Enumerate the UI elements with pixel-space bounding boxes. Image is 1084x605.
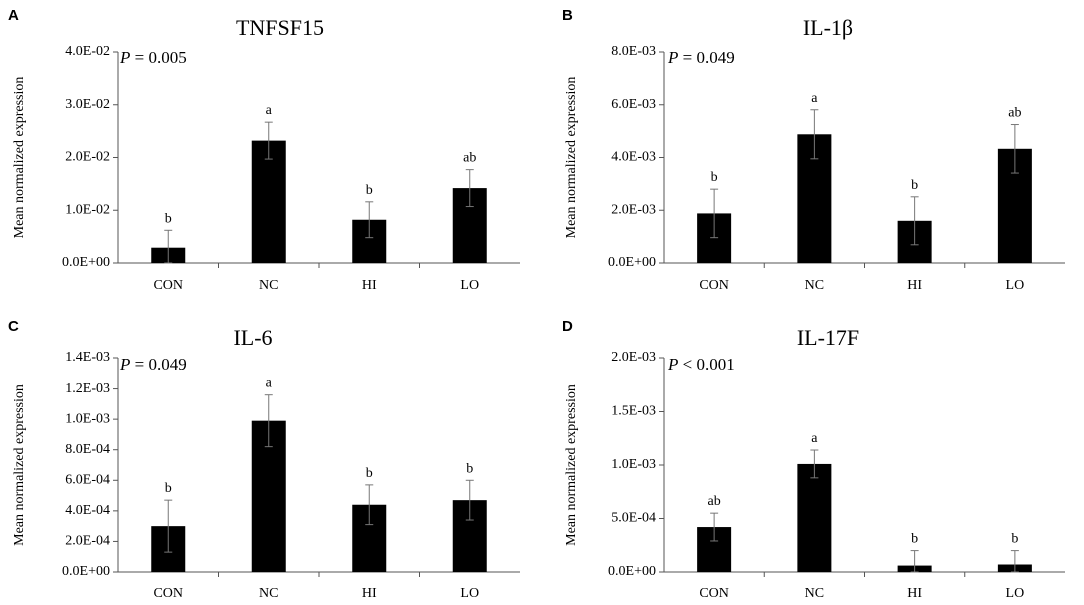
y-tick-label: 4.0E-04 (65, 503, 110, 518)
significance-label: a (266, 103, 273, 118)
chart-title: IL-6 (233, 325, 272, 350)
significance-label: a (811, 431, 818, 446)
y-tick-label: 1.0E-03 (65, 411, 110, 426)
y-tick-label: 2.0E-03 (611, 202, 656, 217)
panel-letter: C (8, 318, 19, 335)
y-tick-label: 8.0E-03 (611, 44, 656, 59)
y-tick-label: 6.0E-04 (65, 473, 110, 488)
y-tick-label: 4.0E-03 (611, 150, 656, 165)
panel-b: B IL-1β P = 0.049 Mean normalized expressio… (562, 7, 1065, 293)
p-value: P < 0.001 (667, 355, 735, 374)
p-value: P = 0.005 (119, 48, 187, 67)
x-tick-label: LO (460, 586, 479, 601)
significance-label: b (366, 466, 373, 481)
x-tick-label: CON (153, 586, 183, 601)
p-value: P = 0.049 (667, 48, 735, 67)
x-tick-label: HI (362, 278, 377, 293)
x-tick-label: CON (153, 278, 183, 293)
panel-letter: D (562, 318, 573, 335)
y-tick-label: 6.0E-03 (611, 97, 656, 112)
x-tick-label: NC (259, 586, 278, 601)
x-tick-label: NC (805, 278, 824, 293)
y-axis-label: Mean normalized expression (12, 384, 27, 546)
y-tick-label: 0.0E+00 (608, 564, 656, 579)
significance-label: b (165, 211, 172, 226)
y-axis-label: Mean normalized expression (564, 384, 579, 546)
y-tick-label: 8.0E-04 (65, 442, 110, 457)
panel-letter: A (8, 7, 19, 24)
chart-title: IL-17F (797, 325, 859, 350)
significance-label: b (466, 461, 473, 476)
y-tick-label: 1.0E-02 (65, 202, 110, 217)
p-value-symbol: P (667, 355, 678, 374)
panel-a: A TNFSF15 P = 0.005 Mean normalized express… (8, 7, 520, 293)
y-tick-label: 0.0E+00 (608, 255, 656, 270)
p-value-text: = 0.049 (678, 48, 734, 67)
x-tick-label: HI (907, 586, 922, 601)
panel-d: D IL-17F P < 0.001 Mean normalized expressi… (562, 318, 1065, 601)
p-value-text: = 0.005 (130, 48, 186, 67)
significance-label: b (711, 170, 718, 185)
significance-label: b (366, 183, 373, 198)
panel-letter: B (562, 7, 573, 24)
significance-label: ab (708, 494, 721, 509)
y-tick-label: 4.0E-02 (65, 44, 110, 59)
y-tick-label: 1.2E-03 (65, 381, 110, 396)
x-tick-label: HI (362, 586, 377, 601)
x-tick-label: LO (1006, 278, 1025, 293)
x-tick-label: CON (699, 586, 729, 601)
y-tick-label: 2.0E-04 (65, 534, 110, 549)
bar (251, 140, 286, 263)
x-tick-label: LO (460, 278, 479, 293)
y-tick-label: 1.5E-03 (611, 404, 656, 419)
panel-c: C IL-6 P = 0.049 Mean normalized expression… (8, 318, 520, 601)
p-value-symbol: P (667, 48, 678, 67)
significance-label: a (811, 91, 818, 106)
p-value-text: < 0.001 (678, 355, 734, 374)
y-tick-label: 1.0E-03 (611, 457, 656, 472)
y-axis-label: Mean normalized expression (564, 77, 579, 239)
significance-label: b (1011, 532, 1018, 547)
x-tick-label: LO (1006, 586, 1025, 601)
y-tick-label: 2.0E-02 (65, 150, 110, 165)
significance-label: ab (463, 151, 476, 166)
significance-label: a (266, 376, 273, 391)
y-tick-label: 3.0E-02 (65, 97, 110, 112)
p-value-text: = 0.049 (130, 355, 186, 374)
significance-label: b (911, 178, 918, 193)
x-tick-label: NC (259, 278, 278, 293)
y-tick-label: 1.4E-03 (65, 350, 110, 365)
x-tick-label: NC (805, 586, 824, 601)
p-value: P = 0.049 (119, 355, 187, 374)
x-tick-label: CON (699, 278, 729, 293)
y-tick-label: 0.0E+00 (62, 255, 110, 270)
significance-label: ab (1008, 106, 1021, 121)
chart-title: IL-1β (803, 15, 853, 40)
p-value-symbol: P (119, 48, 130, 67)
y-tick-label: 2.0E-03 (611, 350, 656, 365)
y-axis-label: Mean normalized expression (12, 77, 27, 239)
p-value-symbol: P (119, 355, 130, 374)
y-tick-label: 0.0E+00 (62, 564, 110, 579)
x-tick-label: HI (907, 278, 922, 293)
bar (797, 463, 832, 572)
chart-title: TNFSF15 (236, 15, 324, 40)
y-tick-label: 5.0E-04 (611, 511, 656, 526)
significance-label: b (165, 481, 172, 496)
significance-label: b (911, 532, 918, 547)
